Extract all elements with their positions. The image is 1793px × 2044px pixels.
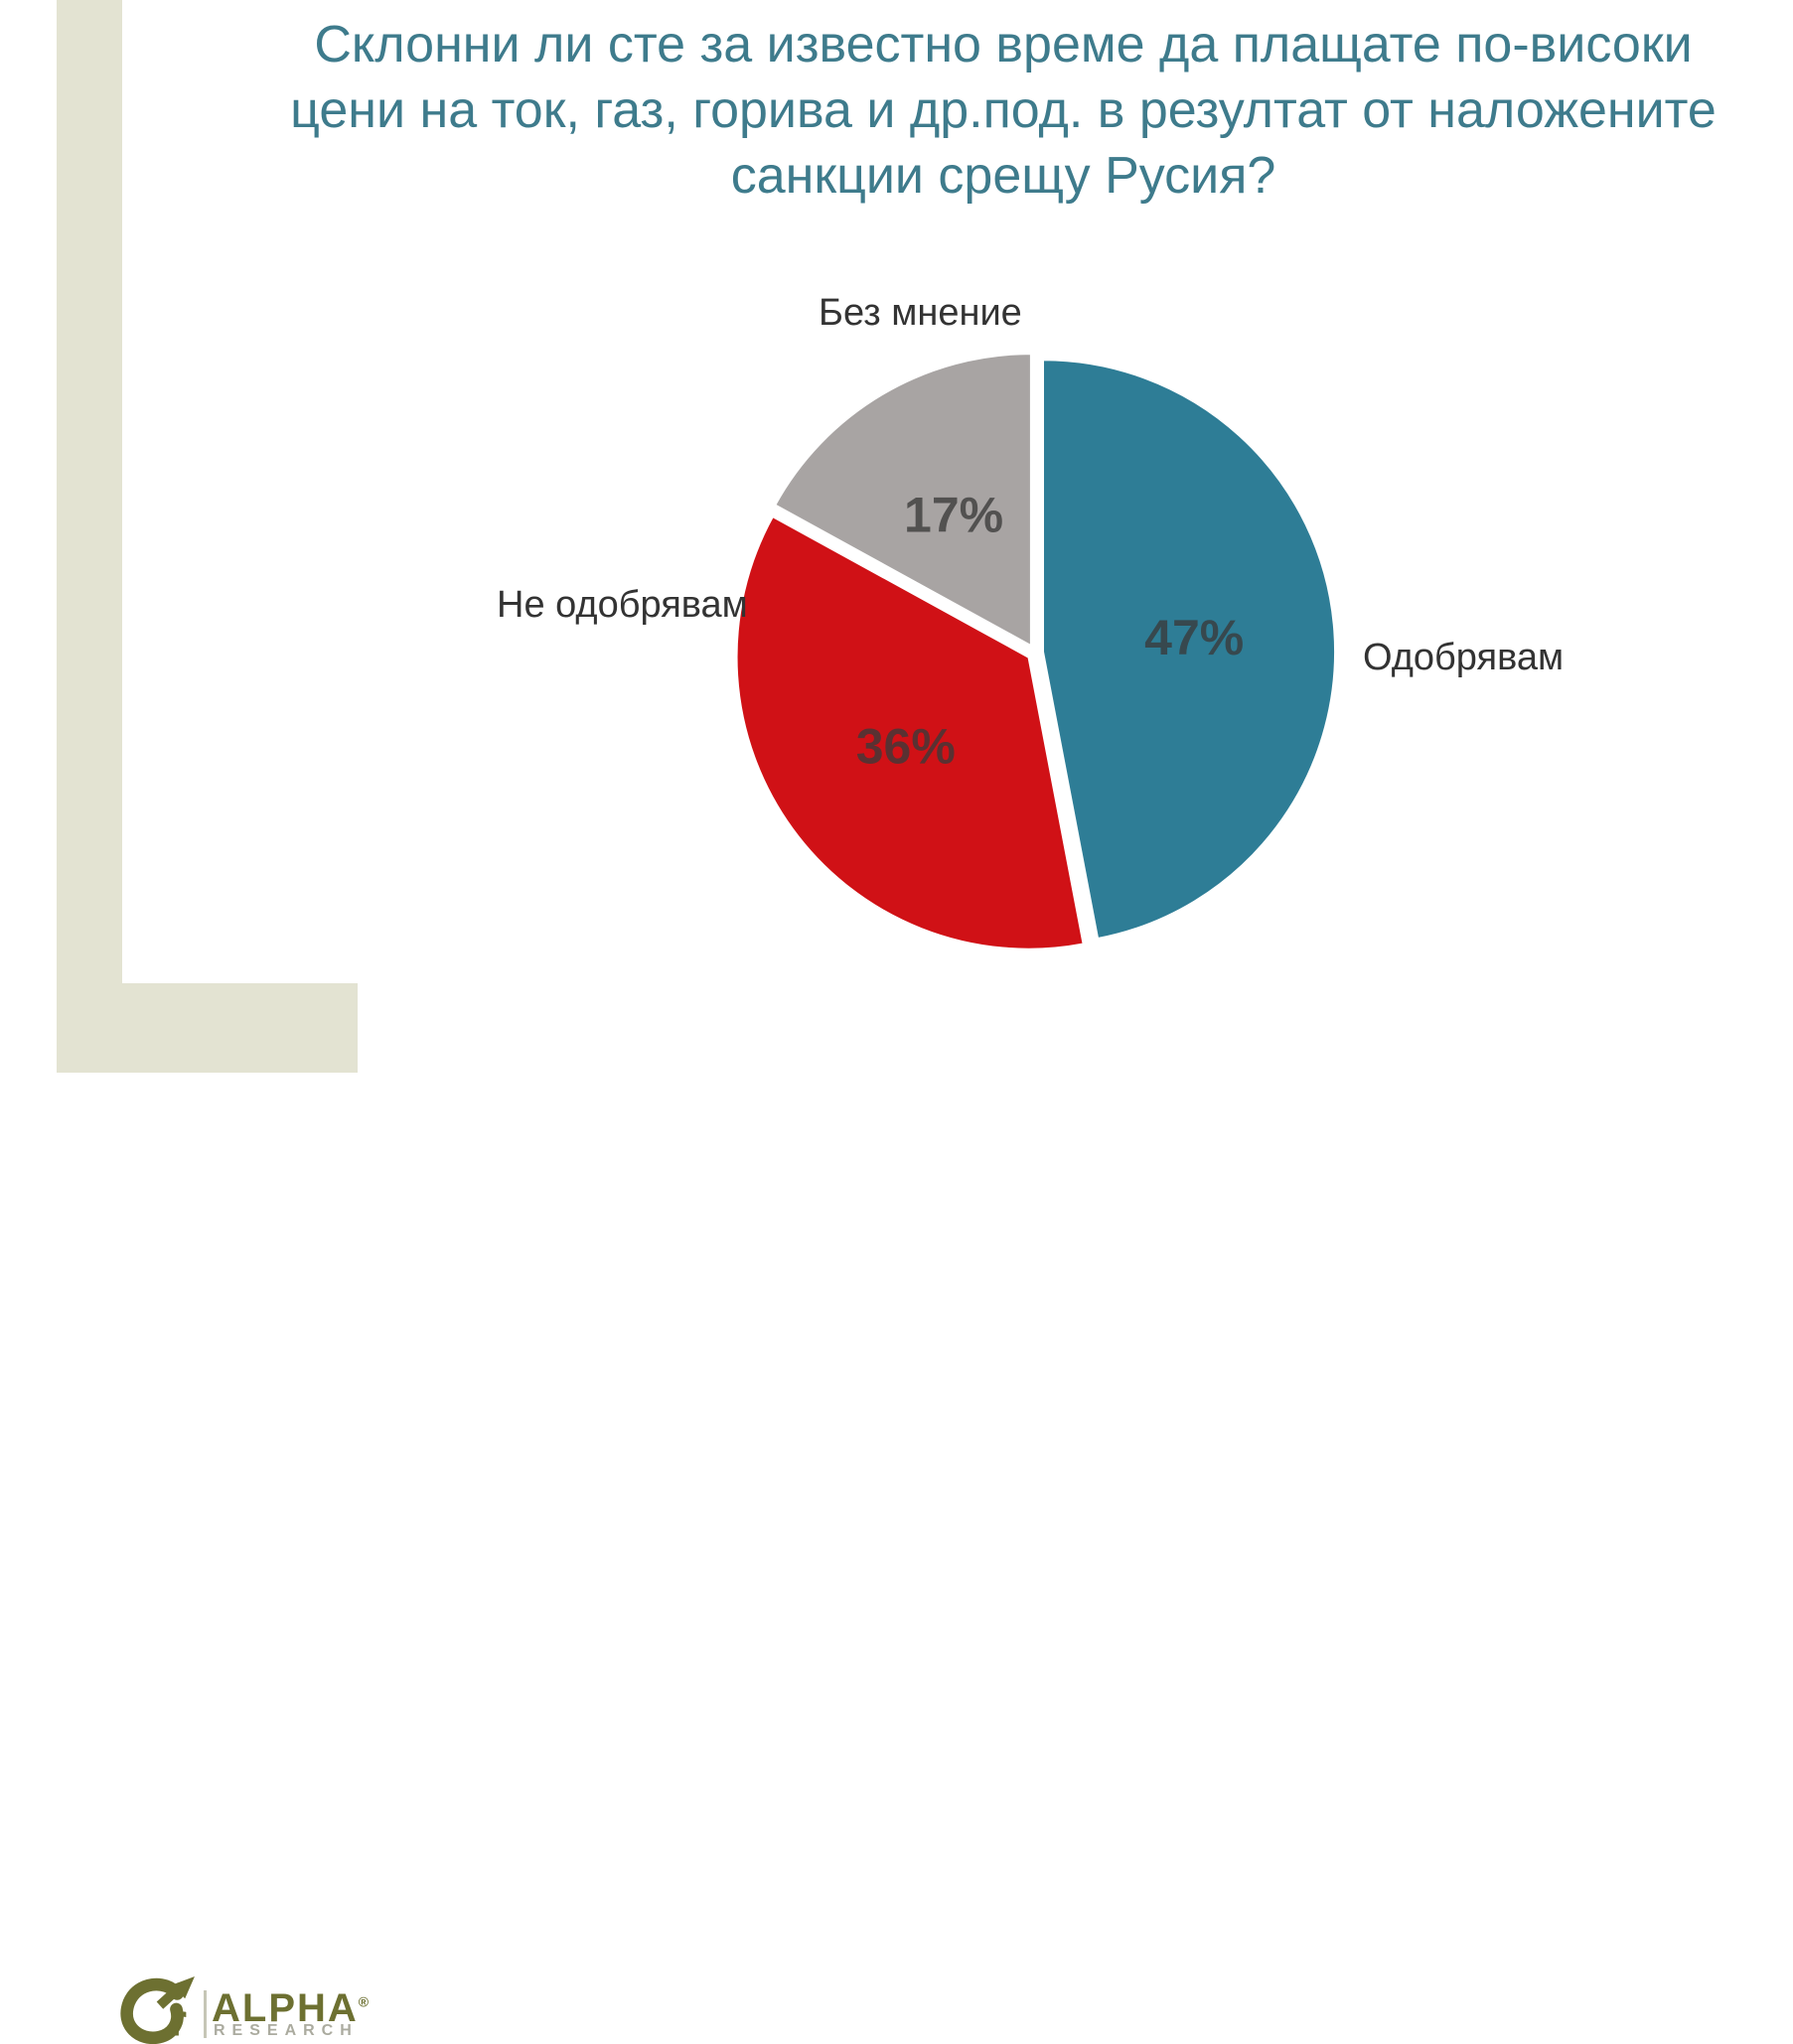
registered-mark: ® — [358, 1993, 370, 2010]
title-line-2: цени на ток, газ, горива и др.под. в рез… — [290, 81, 1717, 139]
pie-slice-0 — [1042, 359, 1336, 941]
logo-panel: r ALPHA® RESEARCH — [57, 983, 369, 2044]
pie-label-approve: Одобрявам — [1363, 637, 1565, 678]
page-title: Склонни ли сте за известно време да плащ… — [209, 12, 1793, 209]
pie-chart-area: 47% 36% 17% — [715, 333, 1361, 978]
pie-value-label-1: 36% — [856, 719, 956, 775]
logo-sub-text: RESEARCH — [214, 2022, 359, 2039]
left-accent-strip — [57, 0, 122, 1073]
pie-label-disapprove: Не одобрявам — [497, 584, 748, 626]
title-line-1: Склонни ли сте за известно време да плащ… — [314, 16, 1693, 73]
pie-value-label-0: 47% — [1144, 610, 1244, 665]
title-line-3: санкции срещу Русия? — [730, 147, 1276, 205]
pie-label-no-opinion: Без мнение — [819, 292, 1022, 334]
pie-value-label-2: 17% — [904, 488, 1003, 543]
pie-chart: 47% 36% 17% — [735, 353, 1336, 950]
svg-text:r: r — [170, 1996, 187, 2044]
pie-slice-2 — [773, 353, 1032, 648]
logo-divider — [204, 1990, 207, 2038]
pie-slice-1 — [735, 514, 1085, 950]
alpha-research-logo-icon: r — [120, 1975, 195, 2044]
